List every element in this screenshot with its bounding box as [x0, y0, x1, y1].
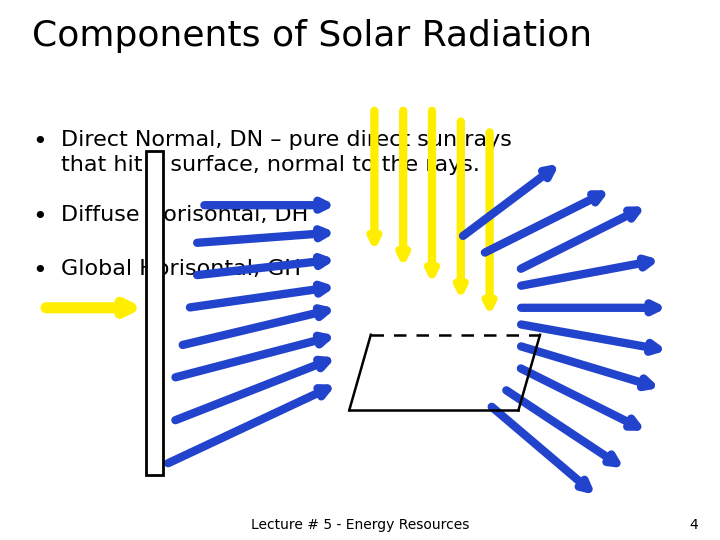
Text: Direct Normal, DN – pure direct sun rays
that hit a surface, normal to the rays.: Direct Normal, DN – pure direct sun rays… — [61, 130, 512, 175]
Text: •: • — [32, 259, 47, 283]
Text: Lecture # 5 - Energy Resources: Lecture # 5 - Energy Resources — [251, 518, 469, 532]
Text: Diffuse Horisontal, DH: Diffuse Horisontal, DH — [61, 205, 308, 225]
Text: 4: 4 — [690, 518, 698, 532]
Polygon shape — [146, 151, 163, 475]
Text: Global Horisontal, GH: Global Horisontal, GH — [61, 259, 301, 279]
Text: •: • — [32, 205, 47, 229]
Text: Components of Solar Radiation: Components of Solar Radiation — [32, 19, 593, 53]
Text: •: • — [32, 130, 47, 153]
